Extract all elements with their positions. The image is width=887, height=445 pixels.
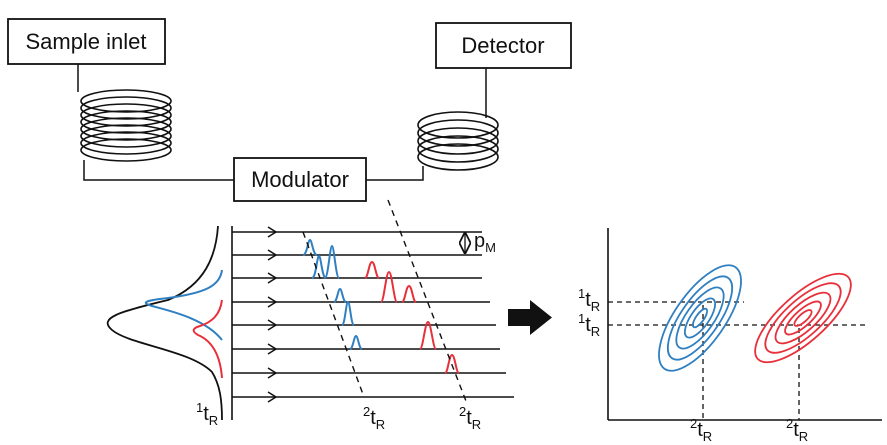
modulation-period-indicator: pM xyxy=(465,230,496,255)
contour-second-dim-label-blue: 2tR xyxy=(690,416,712,444)
detector-box xyxy=(435,22,572,69)
contour-second-dim-label-red: 2tR xyxy=(786,416,808,444)
contour-first-dim-label-red: 1tR xyxy=(578,311,600,339)
modulator-label: Modulator xyxy=(251,167,349,192)
contour-plot: 1tR 1tR 2tR 2tR xyxy=(578,228,882,444)
contour-first-dim-label-blue: 1tR xyxy=(578,286,600,314)
contour-reference-lines xyxy=(608,301,866,420)
modulation-diagram: pM 1tR 2tR 2tR xyxy=(106,199,514,432)
transform-arrow-icon xyxy=(508,300,552,335)
modulator-box xyxy=(233,157,367,202)
first-dim-retention-label: 1tR xyxy=(196,400,218,428)
first-column-outlet-line xyxy=(83,160,234,181)
detector-label: Detector xyxy=(461,33,544,58)
first-dim-total-peak xyxy=(106,225,223,421)
instrument-schematic: Sample inlet Detector Modulator xyxy=(7,18,572,202)
second-dim-retention-label-blue: 2tR xyxy=(363,404,385,432)
sample-inlet-box xyxy=(7,18,166,65)
red-retention-trend xyxy=(387,199,467,402)
modulated-peaks-blue xyxy=(302,238,363,350)
sample-inlet-label: Sample inlet xyxy=(25,29,146,54)
blue-retention-trend xyxy=(302,231,365,398)
second-column-inlet-line xyxy=(366,166,424,181)
first-dim-peak-blue xyxy=(145,269,223,341)
first-dim-peak-red xyxy=(192,299,223,379)
second-column-coil-icon xyxy=(417,111,499,171)
modulation-period-label: pM xyxy=(474,230,496,255)
second-dim-retention-label-red: 2tR xyxy=(459,404,481,432)
modulated-peaks-red xyxy=(364,260,460,374)
contour-red xyxy=(754,272,852,364)
first-column-coil-icon xyxy=(80,89,172,162)
column-tubing xyxy=(77,64,487,181)
contour-blue xyxy=(658,264,742,372)
slice-arrow-icons xyxy=(267,226,278,403)
